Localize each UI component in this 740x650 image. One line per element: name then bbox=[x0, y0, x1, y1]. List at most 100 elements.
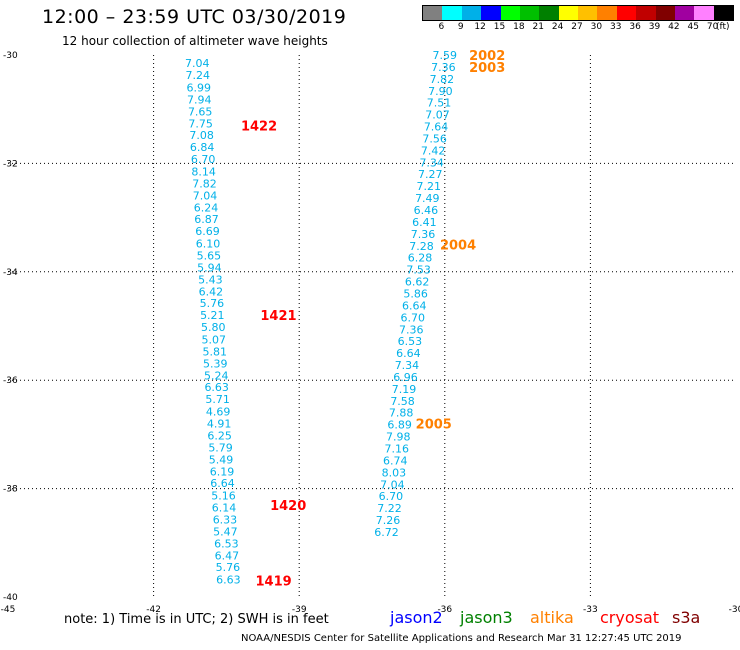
legend-swatch bbox=[481, 6, 501, 20]
wave-height-value: 5.49 bbox=[209, 453, 234, 466]
y-tick-label: -40 bbox=[3, 593, 18, 603]
wave-height-value: 6.64 bbox=[396, 347, 421, 360]
wave-height-value: 7.24 bbox=[186, 69, 211, 82]
wave-height-value: 7.59 bbox=[433, 49, 458, 62]
y-tick-label: -34 bbox=[3, 268, 18, 278]
sat-jason3: jason3 bbox=[460, 608, 513, 627]
wave-height-value: 6.99 bbox=[186, 82, 211, 95]
wave-height-value: 7.27 bbox=[418, 168, 443, 181]
wave-height-value: 5.24 bbox=[204, 369, 229, 382]
x-tick-label: -39 bbox=[292, 605, 307, 615]
wave-height-value: 7.22 bbox=[377, 502, 402, 515]
wave-height-value: 7.42 bbox=[421, 144, 446, 157]
grid-lines bbox=[8, 55, 736, 597]
wave-height-value: 5.16 bbox=[211, 490, 236, 503]
wave-height-value: 7.36 bbox=[399, 323, 424, 336]
legend-label: 33 bbox=[610, 22, 622, 32]
legend-swatch bbox=[461, 6, 482, 20]
legend-label: 39 bbox=[648, 22, 661, 32]
wave-height-value: 5.07 bbox=[202, 334, 227, 347]
legend-label: 27 bbox=[571, 22, 583, 32]
legend-label: 45 bbox=[687, 22, 699, 32]
note-text: note: 1) Time is in UTC; 2) SWH is in fe… bbox=[64, 612, 329, 627]
wave-height-value: 6.41 bbox=[412, 216, 437, 229]
time-label: 1419 bbox=[256, 575, 292, 590]
legend-label: 24 bbox=[551, 22, 564, 32]
wave-height-value: 5.21 bbox=[200, 309, 225, 322]
sat-s3a: s3a bbox=[672, 608, 701, 627]
time-label: 1422 bbox=[241, 119, 277, 134]
wave-height-value: 7.94 bbox=[187, 93, 212, 106]
legend-label: 15 bbox=[493, 22, 506, 32]
wave-height-value: 7.19 bbox=[392, 383, 417, 396]
x-tick-label: -36 bbox=[437, 605, 452, 615]
axis-tick-labels: -45 -42 -39 -36 -33 -30 -30 -32 -34 -36 -38 -40 bbox=[1, 51, 740, 615]
wave-height-value: 6.53 bbox=[214, 537, 239, 550]
wave-height-value: 7.04 bbox=[185, 57, 210, 70]
wave-height-value: 5.86 bbox=[403, 287, 428, 300]
legend-swatch bbox=[500, 6, 520, 20]
legend-swatch bbox=[655, 6, 675, 20]
legend-label: 36 bbox=[629, 22, 641, 32]
time-label: 1421 bbox=[260, 309, 296, 324]
y-tick-label: -38 bbox=[3, 485, 18, 495]
wave-height-value: 5.79 bbox=[208, 441, 233, 454]
wave-height-value: 7.90 bbox=[428, 85, 453, 98]
wave-height-value: 6.53 bbox=[398, 335, 423, 348]
wave-height-value: 7.36 bbox=[431, 61, 456, 74]
wave-height-value: 7.51 bbox=[427, 97, 452, 110]
wave-height-value: 5.71 bbox=[205, 393, 230, 406]
y-tick-label: -36 bbox=[3, 376, 18, 386]
wave-height-value: 7.04 bbox=[380, 478, 405, 491]
time-label: 2005 bbox=[416, 418, 452, 433]
wave-height-value: 6.84 bbox=[190, 141, 215, 154]
wave-height-value: 5.76 bbox=[200, 297, 225, 310]
time-label: 2004 bbox=[440, 239, 476, 254]
legend-swatch bbox=[636, 6, 656, 20]
wave-height-value: 7.65 bbox=[188, 105, 213, 118]
legend-swatch bbox=[597, 6, 617, 20]
legend-label: 70 bbox=[706, 22, 719, 32]
wave-height-value: 5.80 bbox=[201, 321, 226, 334]
wave-height-value: 7.34 bbox=[419, 156, 444, 169]
wave-height-value: 5.39 bbox=[203, 357, 228, 370]
wave-height-value: 7.34 bbox=[395, 359, 420, 372]
legend-swatch bbox=[713, 6, 733, 20]
wave-height-value: 8.14 bbox=[191, 166, 216, 179]
wave-height-value: 6.25 bbox=[207, 429, 232, 442]
x-tick-label: -33 bbox=[583, 605, 598, 615]
wave-height-value: 6.64 bbox=[210, 477, 235, 490]
wave-height-value: 6.63 bbox=[216, 574, 241, 587]
time-label: 1420 bbox=[270, 499, 306, 514]
wave-height-value: 7.98 bbox=[386, 431, 411, 444]
wave-height-value: 6.63 bbox=[204, 381, 229, 394]
wave-height-value: 6.72 bbox=[374, 526, 399, 539]
wave-height-value: 4.69 bbox=[206, 406, 231, 419]
wave-height-value: 6.69 bbox=[195, 225, 220, 238]
y-tick-label: -30 bbox=[3, 51, 18, 61]
legend-swatch bbox=[539, 6, 559, 20]
x-tick-label: -42 bbox=[146, 605, 161, 615]
wave-height-value: 6.64 bbox=[402, 299, 427, 312]
legend-label: 12 bbox=[474, 22, 486, 32]
wave-height-value: 6.87 bbox=[194, 213, 219, 226]
wave-height-value: 7.26 bbox=[376, 514, 401, 527]
wave-height-value: 6.96 bbox=[393, 371, 418, 384]
wave-height-value: 7.88 bbox=[389, 407, 414, 420]
legend-swatch bbox=[442, 6, 462, 20]
legend-swatch bbox=[558, 6, 578, 20]
time-label: 2003 bbox=[469, 61, 505, 76]
wave-height-value: 6.47 bbox=[215, 549, 240, 562]
page-subtitle: 12 hour collection of altimeter wave hei… bbox=[62, 34, 328, 48]
legend-label: 21 bbox=[532, 22, 544, 32]
wave-height-value: 5.65 bbox=[197, 250, 222, 263]
wave-height-value: 4.91 bbox=[207, 418, 232, 431]
wave-height-value: 7.82 bbox=[192, 177, 217, 190]
legend-swatch bbox=[519, 6, 540, 20]
wave-height-value: 6.14 bbox=[212, 502, 237, 515]
wave-height-value: 7.08 bbox=[189, 129, 214, 142]
wave-height-value: 7.28 bbox=[409, 240, 434, 253]
legend-swatch bbox=[694, 6, 714, 20]
